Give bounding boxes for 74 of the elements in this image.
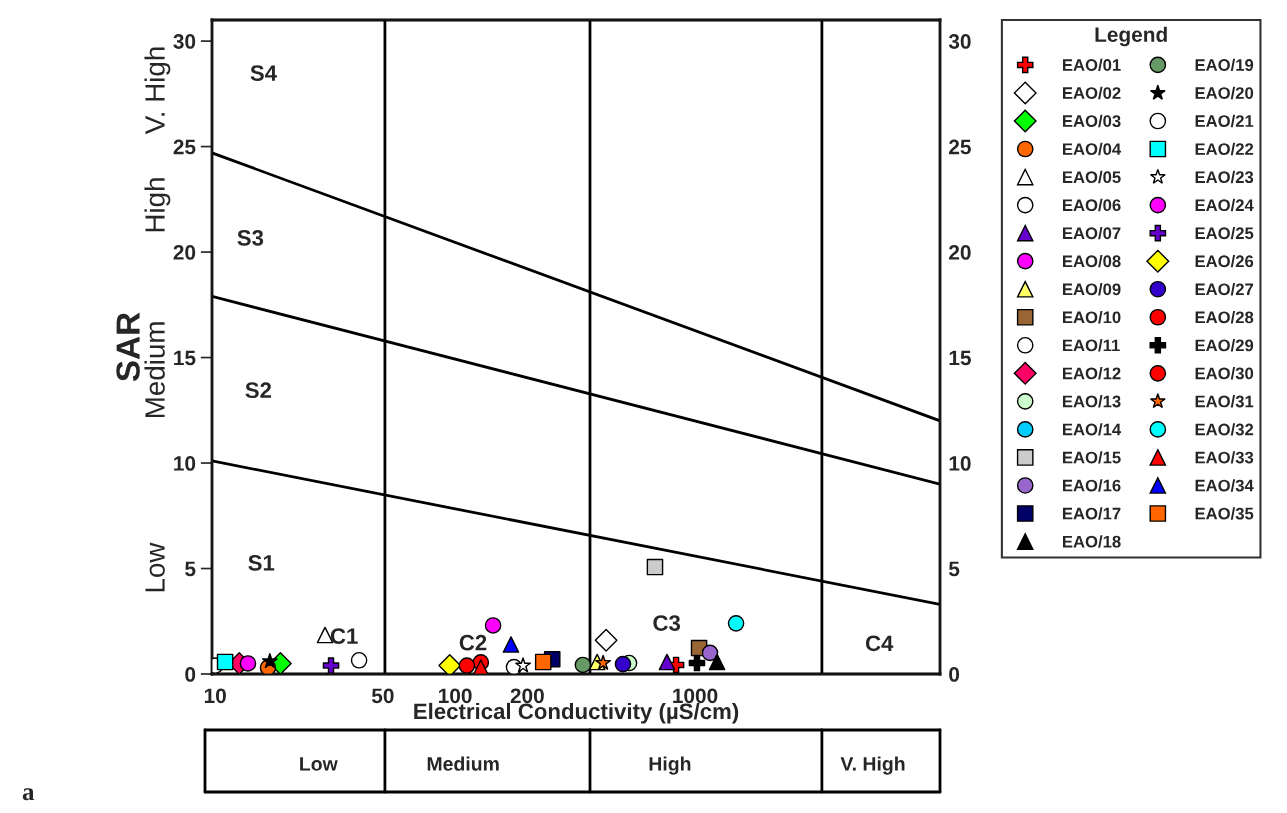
legend-label: EAO/22 xyxy=(1195,142,1254,156)
legend-label: EAO/07 xyxy=(1062,226,1121,240)
legend-label: EAO/13 xyxy=(1062,395,1121,408)
text: High xyxy=(144,178,171,232)
legend-label: EAO/27 xyxy=(1195,282,1254,296)
x-tick-label: 1000 xyxy=(673,688,718,704)
legend-label: EAO/09 xyxy=(1062,282,1121,296)
legend-label: EAO/15 xyxy=(1062,451,1121,464)
y-tick-label: 30 xyxy=(173,34,196,49)
legend-label: EAO/02 xyxy=(1062,86,1121,100)
legend-label: EAO/03 xyxy=(1062,114,1121,128)
x-tick-label: 100 xyxy=(439,688,472,704)
legend-label: EAO/19 xyxy=(1195,58,1254,72)
legend-label: EAO/11 xyxy=(1062,339,1120,352)
legend-label: EAO/34 xyxy=(1195,479,1254,492)
y2-tick-label: 5 xyxy=(948,561,960,577)
text: Medium xyxy=(144,322,165,418)
legend-label: EAO/29 xyxy=(1195,339,1254,352)
legend-label: EAO/16 xyxy=(1062,479,1121,492)
legend-label: EAO/28 xyxy=(1195,311,1254,324)
y-tick-label: 5 xyxy=(185,561,196,577)
legend-label: EAO/04 xyxy=(1062,142,1122,156)
legend-label: EAO/05 xyxy=(1062,170,1121,184)
legend-label: EAO/20 xyxy=(1195,86,1254,100)
legend-title: Legend xyxy=(1095,26,1167,47)
x-tick-label: 200 xyxy=(510,688,544,704)
text: Low xyxy=(300,757,338,771)
text: a xyxy=(22,788,35,801)
legend-label: EAO/23 xyxy=(1195,170,1254,184)
text: Low xyxy=(145,542,165,592)
legend-label: EAO/06 xyxy=(1062,198,1121,212)
legend-label: EAO/35 xyxy=(1195,507,1254,520)
legend-label: EAO/21 xyxy=(1195,114,1254,128)
y2-tick-label: 20 xyxy=(949,245,971,260)
x-tick-label: 50 xyxy=(371,688,394,704)
text: High xyxy=(649,756,691,775)
annotation: S1 xyxy=(248,555,275,571)
text: V. High xyxy=(840,756,905,775)
annotation: C3 xyxy=(653,615,681,631)
annotation: C1 xyxy=(330,628,358,644)
y2-tick-label: 30 xyxy=(948,34,971,49)
y-tick-label: 10 xyxy=(174,456,196,471)
legend-label: EAO/08 xyxy=(1062,254,1121,268)
x-axis-title: Electrical Conductivity (µS/cm) xyxy=(414,702,739,724)
legend-label: EAO/33 xyxy=(1195,451,1254,464)
annotation: S4 xyxy=(250,65,277,81)
y-tick-label: 20 xyxy=(173,245,196,260)
legend-label: EAO/12 xyxy=(1062,367,1121,380)
legend-label: EAO/17 xyxy=(1062,507,1121,520)
legend-label: EAO/10 xyxy=(1062,311,1121,324)
annotation: C2 xyxy=(459,634,487,651)
y-tick-label: 15 xyxy=(174,350,196,366)
legend-label: EAO/30 xyxy=(1195,367,1254,380)
annotation: S2 xyxy=(245,382,272,399)
text: V. High xyxy=(144,47,171,135)
legend-label: EAO/24 xyxy=(1195,198,1254,212)
annotation: S3 xyxy=(237,229,264,246)
y-tick-label: 25 xyxy=(173,139,196,155)
y-tick-label: 0 xyxy=(185,667,196,682)
legend-label: EAO/31 xyxy=(1195,395,1254,408)
annotation: C4 xyxy=(865,635,894,652)
y2-tick-label: 25 xyxy=(949,139,971,155)
y-axis-title: SAR xyxy=(116,312,140,382)
y2-tick-label: 10 xyxy=(949,456,971,471)
x-tick-label: 10 xyxy=(204,688,226,704)
legend-label: EAO/32 xyxy=(1195,423,1254,436)
y2-tick-label: 0 xyxy=(949,667,960,682)
legend-label: EAO/01 xyxy=(1062,58,1121,72)
legend-label: EAO/26 xyxy=(1195,254,1254,268)
legend-label: EAO/14 xyxy=(1062,423,1122,436)
legend-label: EAO/18 xyxy=(1062,535,1121,548)
legend-label: EAO/25 xyxy=(1195,226,1254,240)
y2-tick-label: 15 xyxy=(949,350,971,366)
text: Medium xyxy=(427,756,499,771)
